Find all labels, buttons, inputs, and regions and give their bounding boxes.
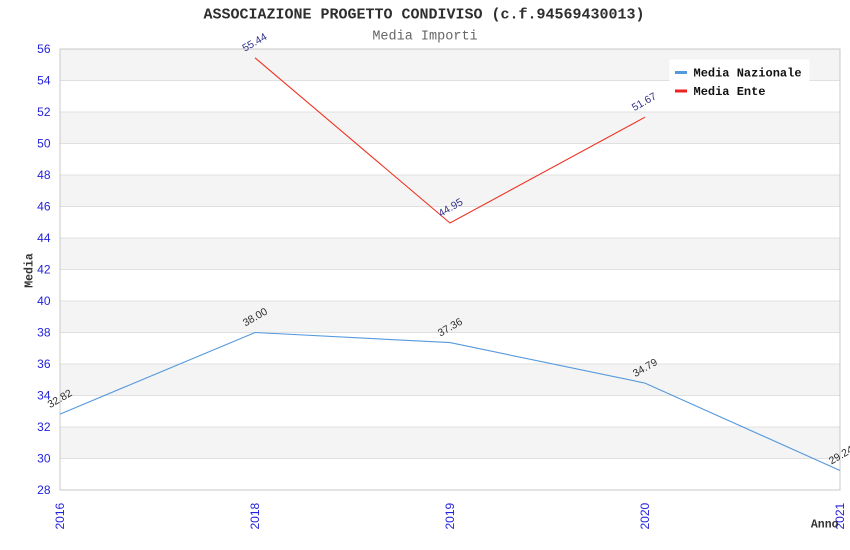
svg-text:54: 54 bbox=[37, 74, 51, 88]
svg-text:Anno: Anno bbox=[811, 519, 839, 532]
svg-text:2018: 2018 bbox=[248, 502, 262, 529]
svg-text:Media Ente: Media Ente bbox=[694, 85, 766, 99]
svg-text:2019: 2019 bbox=[443, 502, 457, 529]
svg-text:44: 44 bbox=[37, 231, 51, 245]
svg-text:2020: 2020 bbox=[638, 502, 652, 529]
svg-text:30: 30 bbox=[37, 452, 51, 466]
svg-text:38: 38 bbox=[37, 326, 51, 340]
svg-text:ASSOCIAZIONE PROGETTO CONDIVIS: ASSOCIAZIONE PROGETTO CONDIVISO (c.f.945… bbox=[203, 7, 644, 24]
svg-text:40: 40 bbox=[37, 294, 51, 308]
svg-text:2021: 2021 bbox=[833, 502, 847, 529]
svg-text:52: 52 bbox=[37, 105, 51, 119]
svg-text:34: 34 bbox=[37, 389, 51, 403]
svg-text:48: 48 bbox=[37, 168, 51, 182]
svg-text:46: 46 bbox=[37, 200, 51, 214]
svg-text:50: 50 bbox=[37, 137, 51, 151]
svg-text:32: 32 bbox=[37, 420, 51, 434]
svg-text:2016: 2016 bbox=[53, 502, 67, 529]
svg-text:28: 28 bbox=[37, 483, 51, 497]
svg-text:42: 42 bbox=[37, 263, 51, 277]
svg-text:Media Importi: Media Importi bbox=[372, 30, 477, 45]
svg-text:Media: Media bbox=[24, 253, 37, 288]
svg-text:Media Nazionale: Media Nazionale bbox=[694, 66, 802, 80]
svg-text:51.67: 51.67 bbox=[630, 90, 659, 114]
svg-text:36: 36 bbox=[37, 357, 51, 371]
svg-text:56: 56 bbox=[37, 42, 51, 56]
